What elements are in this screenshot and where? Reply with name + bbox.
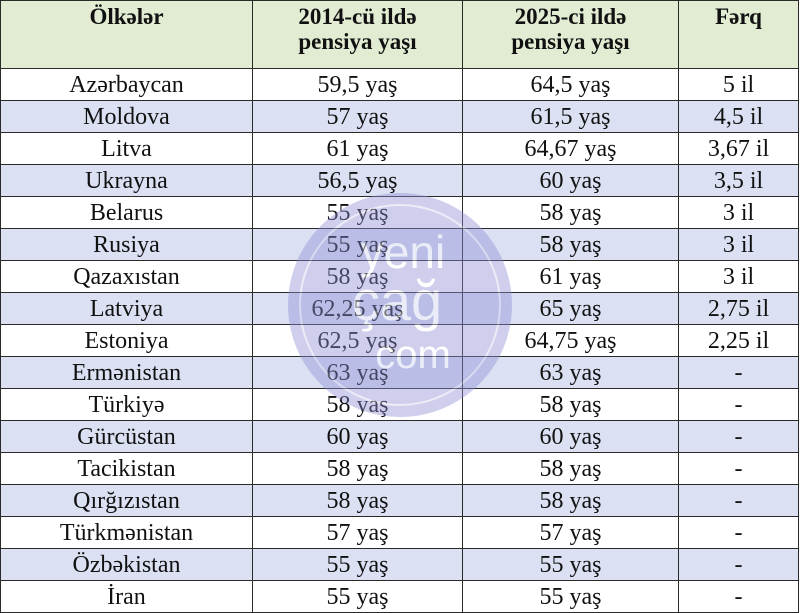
header-pension-2014: 2014-cü ildə pensiya yaşı: [252, 0, 463, 69]
cell-age-2014: 61 yaş: [252, 132, 463, 165]
cell-country: Tacikistan: [0, 452, 253, 485]
table-row: Latviya 62,25 yaş 65 yaş 2,75 il: [0, 292, 799, 325]
table-row: Litva 61 yaş 64,67 yaş 3,67 il: [0, 132, 799, 165]
cell-age-2014: 62,5 yaş: [252, 324, 463, 357]
cell-difference: 3 il: [678, 196, 799, 229]
cell-age-2025: 55 yaş: [462, 580, 679, 613]
cell-age-2025: 60 yaş: [462, 164, 679, 197]
table-row: Qırğızıstan 58 yaş 58 yaş -: [0, 484, 799, 517]
cell-difference: -: [678, 452, 799, 485]
cell-difference: 3,67 il: [678, 132, 799, 165]
header-pension-2025: 2025-ci ildə pensiya yaşı: [462, 0, 679, 69]
cell-difference: 2,75 il: [678, 292, 799, 325]
cell-difference: -: [678, 484, 799, 517]
cell-difference: -: [678, 356, 799, 389]
table-row: Rusiya 55 yaş 58 yaş 3 il: [0, 228, 799, 261]
cell-country: Rusiya: [0, 228, 253, 261]
table-row: Moldova 57 yaş 61,5 yaş 4,5 il: [0, 100, 799, 133]
cell-country: Litva: [0, 132, 253, 165]
cell-country: Ermənistan: [0, 356, 253, 389]
table-body: Azərbaycan 59,5 yaş 64,5 yaş 5 il Moldova 57 …: [0, 68, 799, 613]
header-country: Ölkələr: [0, 0, 253, 69]
table-row: Özbəkistan 55 yaş 55 yaş -: [0, 548, 799, 581]
cell-country: İran: [0, 580, 253, 613]
cell-age-2025: 58 yaş: [462, 388, 679, 421]
cell-age-2014: 55 yaş: [252, 580, 463, 613]
table-row: Ukrayna 56,5 yaş 60 yaş 3,5 il: [0, 164, 799, 197]
table-row: Estoniya 62,5 yaş 64,75 yaş 2,25 il: [0, 324, 799, 357]
cell-difference: 3 il: [678, 260, 799, 293]
cell-difference: -: [678, 580, 799, 613]
cell-country: Qırğızıstan: [0, 484, 253, 517]
table-row: Qazaxıstan 58 yaş 61 yaş 3 il: [0, 260, 799, 293]
cell-difference: -: [678, 388, 799, 421]
table-row: Ermənistan 63 yaş 63 yaş -: [0, 356, 799, 389]
cell-age-2025: 57 yaş: [462, 516, 679, 549]
cell-age-2014: 56,5 yaş: [252, 164, 463, 197]
cell-country: Türkiyə: [0, 388, 253, 421]
cell-difference: -: [678, 420, 799, 453]
cell-age-2014: 57 yaş: [252, 100, 463, 133]
cell-age-2014: 55 yaş: [252, 196, 463, 229]
cell-country: Özbəkistan: [0, 548, 253, 581]
table-row: Azərbaycan 59,5 yaş 64,5 yaş 5 il: [0, 68, 799, 101]
cell-country: Qazaxıstan: [0, 260, 253, 293]
cell-country: Türkmənistan: [0, 516, 253, 549]
cell-age-2014: 57 yaş: [252, 516, 463, 549]
cell-age-2025: 64,75 yaş: [462, 324, 679, 357]
cell-age-2025: 60 yaş: [462, 420, 679, 453]
cell-country: Ukrayna: [0, 164, 253, 197]
table-row: İran 55 yaş 55 yaş -: [0, 580, 799, 613]
cell-age-2014: 58 yaş: [252, 260, 463, 293]
cell-age-2014: 60 yaş: [252, 420, 463, 453]
cell-age-2025: 61,5 yaş: [462, 100, 679, 133]
cell-difference: 4,5 il: [678, 100, 799, 133]
table-header-row: Ölkələr 2014-cü ildə pensiya yaşı 2025-ci…: [0, 0, 799, 69]
cell-age-2025: 58 yaş: [462, 228, 679, 261]
table-row: Türkmənistan 57 yaş 57 yaş -: [0, 516, 799, 549]
cell-difference: 3,5 il: [678, 164, 799, 197]
cell-age-2014: 55 yaş: [252, 228, 463, 261]
cell-age-2025: 65 yaş: [462, 292, 679, 325]
cell-age-2025: 64,67 yaş: [462, 132, 679, 165]
cell-age-2014: 55 yaş: [252, 548, 463, 581]
cell-difference: 2,25 il: [678, 324, 799, 357]
table-row: Tacikistan 58 yaş 58 yaş -: [0, 452, 799, 485]
cell-age-2014: 58 yaş: [252, 452, 463, 485]
cell-country: Gürcüstan: [0, 420, 253, 453]
cell-age-2025: 61 yaş: [462, 260, 679, 293]
table-row: Türkiyə 58 yaş 58 yaş -: [0, 388, 799, 421]
cell-age-2025: 58 yaş: [462, 484, 679, 517]
cell-country: Belarus: [0, 196, 253, 229]
cell-age-2014: 58 yaş: [252, 484, 463, 517]
cell-difference: 5 il: [678, 68, 799, 101]
cell-country: Moldova: [0, 100, 253, 133]
header-difference: Fərq: [678, 0, 799, 69]
table-row: Belarus 55 yaş 58 yaş 3 il: [0, 196, 799, 229]
cell-age-2025: 64,5 yaş: [462, 68, 679, 101]
cell-country: Estoniya: [0, 324, 253, 357]
cell-age-2025: 55 yaş: [462, 548, 679, 581]
cell-age-2014: 58 yaş: [252, 388, 463, 421]
cell-age-2025: 63 yaş: [462, 356, 679, 389]
cell-difference: -: [678, 548, 799, 581]
cell-age-2025: 58 yaş: [462, 452, 679, 485]
cell-age-2014: 59,5 yaş: [252, 68, 463, 101]
cell-difference: -: [678, 516, 799, 549]
table-row: Gürcüstan 60 yaş 60 yaş -: [0, 420, 799, 453]
cell-country: Latviya: [0, 292, 253, 325]
cell-age-2014: 63 yaş: [252, 356, 463, 389]
cell-age-2014: 62,25 yaş: [252, 292, 463, 325]
cell-difference: 3 il: [678, 228, 799, 261]
cell-country: Azərbaycan: [0, 68, 253, 101]
cell-age-2025: 58 yaş: [462, 196, 679, 229]
